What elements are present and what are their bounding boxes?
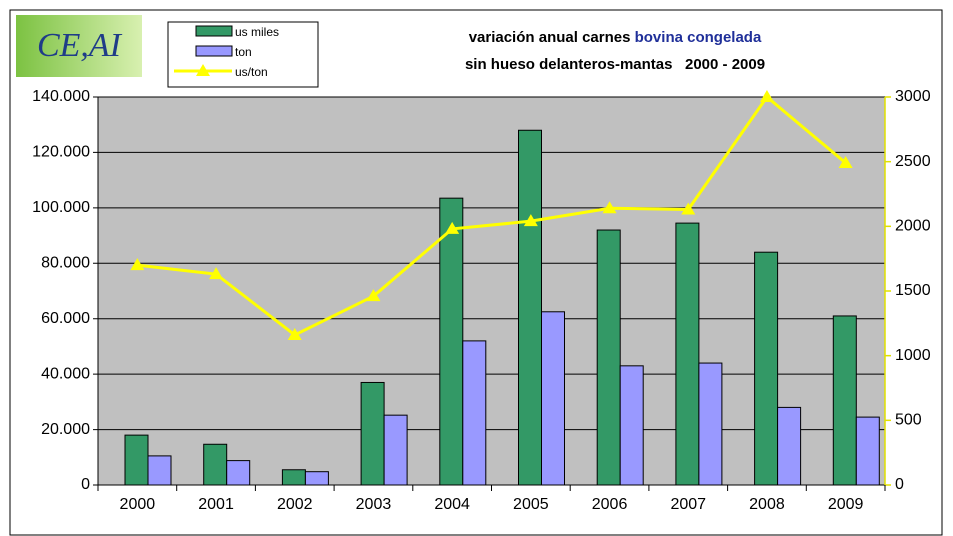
y2-tick-label: 2000 <box>895 218 931 235</box>
bar <box>675 222 700 486</box>
x-tick-label: 2001 <box>198 496 234 513</box>
bar <box>124 434 149 486</box>
line-marker <box>838 155 853 168</box>
chart-title: variación anual carnes bovina congelada <box>469 29 762 46</box>
bar <box>147 455 172 486</box>
y2-tick-label: 0 <box>895 476 904 493</box>
bar <box>383 414 408 486</box>
plot-area <box>97 96 886 486</box>
bar <box>203 443 228 486</box>
y-tick-label: 60.000 <box>41 310 90 327</box>
bar <box>462 340 487 486</box>
y-tick-label: 20.000 <box>41 421 90 438</box>
x-tick-label: 2009 <box>828 496 864 513</box>
y-tick-label: 80.000 <box>41 255 90 272</box>
legend-label: us miles <box>235 25 279 39</box>
y-tick-label: 100.000 <box>32 199 90 216</box>
line-marker <box>602 201 617 214</box>
x-tick-label: 2007 <box>670 496 706 513</box>
legend-label: ton <box>235 45 252 59</box>
legend-swatch <box>195 45 233 57</box>
logo: CE,AI <box>37 27 123 64</box>
y-tick-label: 120.000 <box>32 144 90 161</box>
x-tick-label: 2002 <box>277 496 313 513</box>
legend-swatch <box>195 25 233 37</box>
line-marker <box>681 202 696 215</box>
legend-box <box>167 21 319 88</box>
y2-tick-label: 1000 <box>895 347 931 364</box>
x-tick-label: 2006 <box>592 496 628 513</box>
line-marker <box>196 64 210 76</box>
line-marker <box>445 221 460 234</box>
bar <box>596 229 621 486</box>
bar <box>439 197 464 486</box>
line-marker <box>209 267 224 280</box>
legend-label: us/ton <box>235 65 268 79</box>
bar <box>518 129 542 486</box>
bar <box>855 416 880 486</box>
line-marker <box>366 289 381 302</box>
x-tick-label: 2008 <box>749 496 785 513</box>
line-marker <box>287 327 302 340</box>
line-marker <box>130 258 145 271</box>
bar <box>832 315 857 486</box>
chart-subtitle: sin hueso delanteros-mantas 2000 - 2009 <box>465 56 765 73</box>
y-tick-label: 140.000 <box>32 88 90 105</box>
bar <box>281 469 306 486</box>
bar <box>754 251 779 486</box>
line-marker <box>523 214 538 227</box>
bar <box>541 311 565 486</box>
line <box>137 94 847 337</box>
y2-tick-label: 3000 <box>895 88 931 105</box>
bar <box>304 471 329 486</box>
x-tick-label: 2003 <box>356 496 392 513</box>
y-tick-label: 40.000 <box>41 365 90 382</box>
bar <box>360 381 385 486</box>
y-tick-label: 0 <box>81 476 90 493</box>
x-tick-label: 2005 <box>513 496 549 513</box>
x-tick-label: 2004 <box>434 496 470 513</box>
y2-tick-label: 2500 <box>895 153 931 170</box>
bar <box>698 362 723 486</box>
line-marker <box>759 90 774 102</box>
logo-box <box>16 15 142 77</box>
bar <box>777 406 802 486</box>
y2-tick-label: 1500 <box>895 282 931 299</box>
bar <box>226 460 251 486</box>
x-tick-label: 2000 <box>120 496 156 513</box>
y2-tick-label: 500 <box>895 412 922 429</box>
bar <box>619 365 644 486</box>
